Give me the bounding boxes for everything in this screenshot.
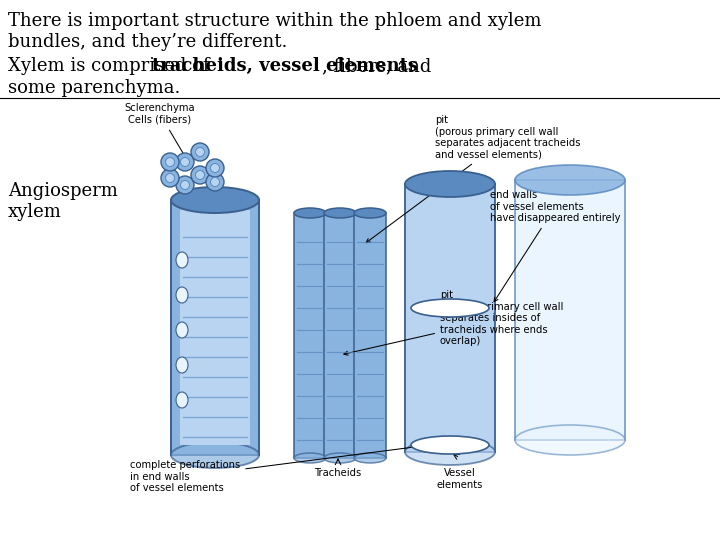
Circle shape — [161, 153, 179, 171]
Circle shape — [196, 171, 204, 179]
Ellipse shape — [294, 208, 326, 218]
Text: tracheids, vessel elements: tracheids, vessel elements — [152, 57, 418, 75]
Circle shape — [176, 176, 194, 194]
Bar — [324, 213, 356, 458]
Ellipse shape — [176, 322, 188, 338]
Circle shape — [191, 166, 209, 184]
Text: some parenchyma.: some parenchyma. — [8, 79, 181, 97]
Ellipse shape — [354, 453, 386, 463]
Ellipse shape — [411, 436, 489, 454]
Bar — [515, 180, 625, 440]
Circle shape — [181, 180, 189, 190]
Text: bundles, and they’re different.: bundles, and they’re different. — [8, 33, 287, 51]
Ellipse shape — [176, 392, 188, 408]
Ellipse shape — [171, 187, 259, 213]
Ellipse shape — [176, 287, 188, 303]
Text: Tracheids: Tracheids — [315, 468, 361, 478]
Circle shape — [161, 169, 179, 187]
Bar — [180, 210, 250, 445]
Text: end walls
of vessel elements
have disappeared entirely: end walls of vessel elements have disapp… — [490, 190, 621, 302]
Text: pit
(porous primary cell wall
separates insides of
tracheids where ends
overlap): pit (porous primary cell wall separates … — [344, 290, 563, 355]
Circle shape — [206, 159, 224, 177]
Circle shape — [191, 143, 209, 161]
Bar — [405, 184, 495, 452]
Circle shape — [166, 158, 174, 166]
Text: There is important structure within the phloem and xylem: There is important structure within the … — [8, 12, 541, 30]
Circle shape — [196, 147, 204, 157]
Ellipse shape — [324, 208, 356, 218]
Ellipse shape — [405, 171, 495, 197]
Circle shape — [210, 178, 220, 186]
Ellipse shape — [171, 442, 259, 468]
Bar — [294, 213, 326, 458]
Text: Sclerenchyma
Cells (fibers): Sclerenchyma Cells (fibers) — [125, 103, 195, 167]
Bar — [171, 200, 259, 455]
Ellipse shape — [515, 165, 625, 195]
Circle shape — [210, 164, 220, 172]
Ellipse shape — [294, 453, 326, 463]
Text: Angiosperm
xylem: Angiosperm xylem — [8, 182, 118, 221]
Ellipse shape — [176, 357, 188, 373]
Circle shape — [206, 173, 224, 191]
Circle shape — [166, 173, 174, 183]
Ellipse shape — [515, 425, 625, 455]
Text: complete perforations
in end walls
of vessel elements: complete perforations in end walls of ve… — [130, 444, 426, 493]
Ellipse shape — [324, 453, 356, 463]
Ellipse shape — [411, 299, 489, 317]
Text: pit
(porous primary cell wall
separates adjacent tracheids
and vessel elements): pit (porous primary cell wall separates … — [366, 115, 580, 242]
Text: Xylem is comprised of: Xylem is comprised of — [8, 57, 215, 75]
Ellipse shape — [405, 439, 495, 465]
Text: , fibers, and: , fibers, and — [323, 57, 432, 75]
Ellipse shape — [354, 208, 386, 218]
Bar — [354, 213, 386, 458]
Ellipse shape — [176, 252, 188, 268]
Circle shape — [181, 158, 189, 166]
Text: Vessel
elements: Vessel elements — [437, 468, 483, 490]
Circle shape — [176, 153, 194, 171]
